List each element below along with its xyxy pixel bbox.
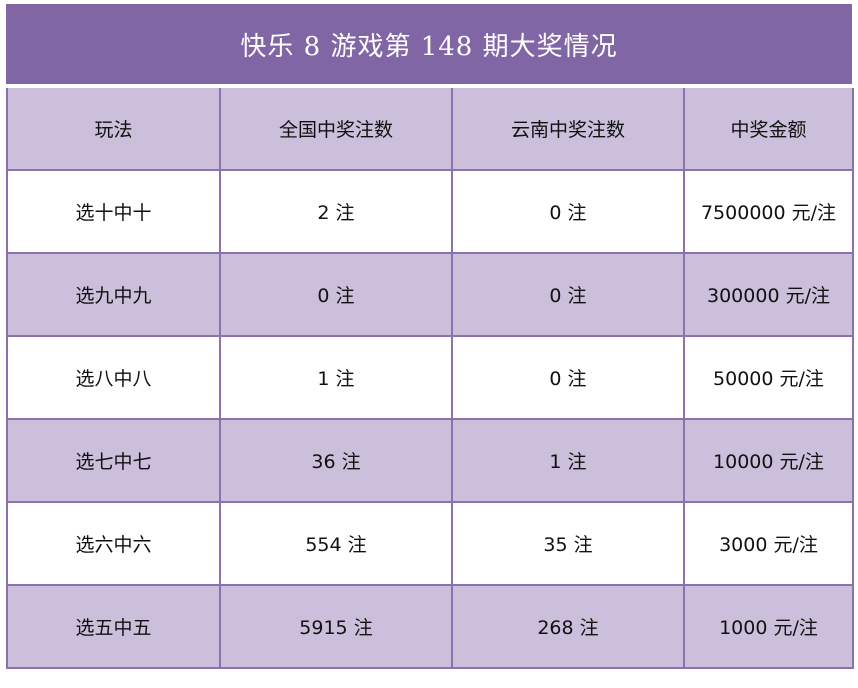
cell-national-winners: 0 注 (219, 252, 453, 337)
table-row: 选八中八 1 注 0 注 50000 元/注 (6, 335, 854, 420)
cell-prize-amount: 1000 元/注 (683, 584, 854, 669)
cell-play-type: 选七中七 (6, 418, 221, 503)
table-row: 选七中七 36 注 1 注 10000 元/注 (6, 418, 854, 503)
cell-play-type: 选六中六 (6, 501, 221, 586)
header-play-type: 玩法 (6, 85, 221, 171)
prize-report: 快乐 8 游戏第 148 期大奖情况 玩法 全国中奖注数 云南中奖注数 中奖金额… (6, 4, 854, 669)
table-header-row: 玩法 全国中奖注数 云南中奖注数 中奖金额 (6, 85, 854, 171)
cell-prize-amount: 10000 元/注 (683, 418, 854, 503)
cell-yunnan-winners: 268 注 (451, 584, 685, 669)
cell-prize-amount: 300000 元/注 (683, 252, 854, 337)
cell-yunnan-winners: 0 注 (451, 252, 685, 337)
cell-prize-amount: 50000 元/注 (683, 335, 854, 420)
table-row: 选九中九 0 注 0 注 300000 元/注 (6, 252, 854, 337)
header-prize-amount: 中奖金额 (683, 85, 854, 171)
cell-national-winners: 2 注 (219, 169, 453, 254)
cell-prize-amount: 3000 元/注 (683, 501, 854, 586)
cell-yunnan-winners: 0 注 (451, 335, 685, 420)
cell-national-winners: 5915 注 (219, 584, 453, 669)
table-row: 选五中五 5915 注 268 注 1000 元/注 (6, 584, 854, 669)
header-yunnan-winners: 云南中奖注数 (451, 85, 685, 171)
cell-national-winners: 1 注 (219, 335, 453, 420)
cell-yunnan-winners: 0 注 (451, 169, 685, 254)
cell-yunnan-winners: 35 注 (451, 501, 685, 586)
cell-play-type: 选八中八 (6, 335, 221, 420)
cell-prize-amount: 7500000 元/注 (683, 169, 854, 254)
cell-yunnan-winners: 1 注 (451, 418, 685, 503)
header-national-winners: 全国中奖注数 (219, 85, 453, 171)
cell-national-winners: 554 注 (219, 501, 453, 586)
cell-play-type: 选五中五 (6, 584, 221, 669)
prize-table: 玩法 全国中奖注数 云南中奖注数 中奖金额 选十中十 2 注 0 注 75000… (6, 84, 854, 669)
cell-national-winners: 36 注 (219, 418, 453, 503)
table-row: 选六中六 554 注 35 注 3000 元/注 (6, 501, 854, 586)
cell-play-type: 选九中九 (6, 252, 221, 337)
page-title: 快乐 8 游戏第 148 期大奖情况 (6, 4, 852, 84)
cell-play-type: 选十中十 (6, 169, 221, 254)
table-row: 选十中十 2 注 0 注 7500000 元/注 (6, 169, 854, 254)
